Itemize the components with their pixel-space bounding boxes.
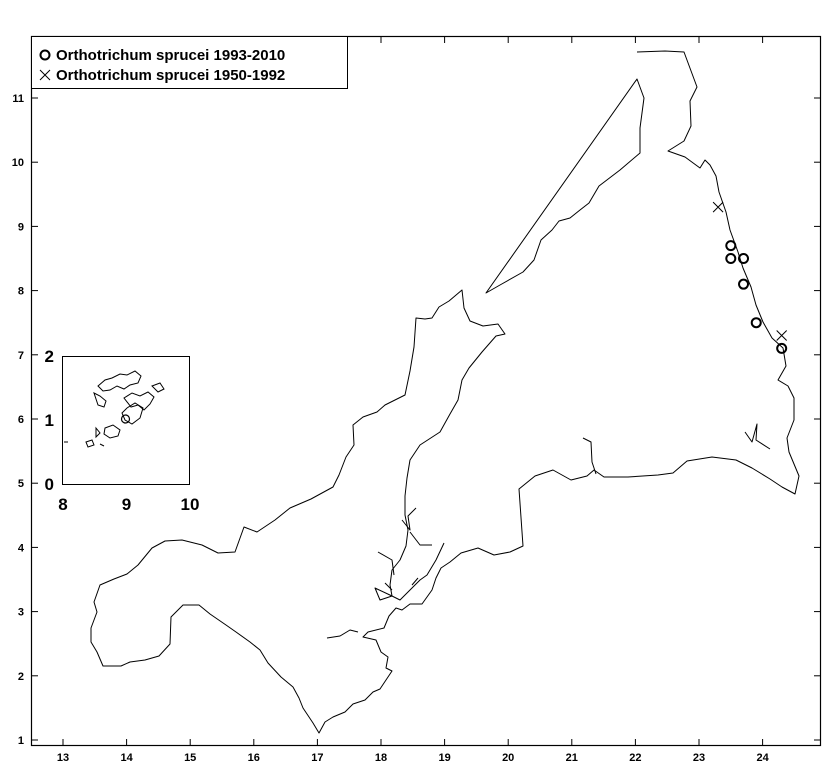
record-circle-marker: [776, 342, 788, 354]
x-tick-label: 23: [693, 752, 705, 764]
inset-y-tick-label: 1: [45, 411, 54, 430]
plot-frame: [30, 35, 822, 747]
inset-y-axis: 0 1 2: [45, 347, 54, 494]
y-tick-label: 9: [18, 221, 24, 233]
inset-y-tick-label: 0: [45, 475, 54, 494]
inset-x-tick-label: 10: [181, 495, 200, 514]
y-tick-label: 5: [18, 478, 24, 490]
legend-label-historic: Orthotrichum sprucei 1950-1992: [56, 67, 285, 84]
x-tick-label: 19: [438, 752, 450, 764]
inset-y-tick-label: 2: [45, 347, 54, 366]
x-tick-label: 15: [184, 752, 196, 764]
record-circle-marker: [738, 278, 750, 290]
y-tick-label: 11: [12, 93, 24, 105]
x-tick-label: 22: [629, 752, 641, 764]
x-axis: 13 14 15 16 17 18 19 20 21 22 23 24: [57, 37, 770, 764]
record-x-marker: [776, 330, 788, 341]
inset-points: [120, 414, 131, 424]
inset-record-circle: [120, 414, 131, 424]
inset-islands: [64, 370, 165, 448]
record-circle-marker: [725, 253, 737, 264]
x-tick-label: 14: [120, 752, 133, 764]
coastline-mainland: [90, 50, 800, 734]
x-tick-label: 18: [375, 752, 387, 764]
record-x-marker: [712, 201, 724, 213]
record-circle-marker: [725, 240, 737, 252]
x-tick-label: 13: [57, 752, 69, 764]
x-tick-label: 16: [248, 752, 260, 764]
inset-x-tick-label: 9: [122, 495, 131, 514]
inset-x-tick-label: 8: [58, 495, 67, 514]
x-tick-label: 17: [311, 752, 323, 764]
x-tick-label: 20: [502, 752, 514, 764]
y-tick-label: 6: [18, 414, 24, 426]
y-tick-label: 2: [18, 671, 24, 683]
y-tick-label: 1: [18, 735, 24, 747]
legend-x-marker: [39, 69, 51, 81]
record-circle-marker: [750, 317, 762, 329]
record-circle-marker: [738, 253, 750, 264]
estuary-lines: [326, 423, 771, 639]
inset-frame: [62, 356, 190, 485]
y-tick-label: 10: [12, 157, 24, 169]
legend-circle-marker: [39, 49, 51, 61]
y-tick-label: 7: [18, 350, 24, 362]
legend: Orthotrichum sprucei 1993-2010 Orthotric…: [31, 36, 348, 89]
record-points: [712, 201, 788, 354]
inset-x-axis: 8 9 10: [58, 495, 199, 514]
x-tick-label: 24: [756, 752, 769, 764]
legend-label-recent: Orthotrichum sprucei 1993-2010: [56, 47, 285, 64]
y-tick-label: 4: [18, 542, 25, 554]
y-tick-label: 8: [18, 286, 24, 298]
y-tick-label: 3: [18, 607, 24, 619]
x-tick-label: 21: [566, 752, 578, 764]
legend-box: [31, 36, 348, 89]
